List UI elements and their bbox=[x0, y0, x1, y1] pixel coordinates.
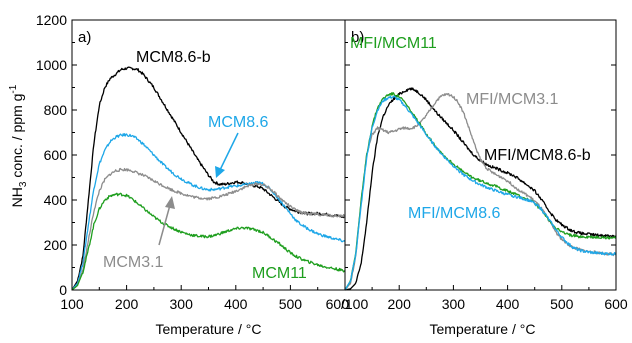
x-axis-label-a: Temperature / °C bbox=[156, 321, 262, 337]
y-axis-label-part-2: conc. / ppm g bbox=[9, 94, 25, 182]
y-tick-label: 200 bbox=[44, 237, 68, 253]
x-tick-label: 600 bbox=[604, 296, 628, 312]
annotation-mcm86b: MCM8.6-b bbox=[136, 49, 211, 66]
x-tick-label: 500 bbox=[279, 296, 303, 312]
series-group-b bbox=[344, 87, 617, 291]
arrow-mcm86 bbox=[215, 132, 239, 178]
y-tick-label: 600 bbox=[44, 147, 68, 163]
y-tick-label: 0 bbox=[59, 282, 67, 298]
panel-a-label: a) bbox=[78, 29, 91, 46]
panel-b-label: b) bbox=[351, 29, 364, 46]
y-tick-label: 400 bbox=[44, 192, 68, 208]
annotation-mcm11: MCM11 bbox=[252, 265, 307, 282]
y-tick-label: 1200 bbox=[36, 12, 67, 28]
x-tick-label: 200 bbox=[388, 296, 412, 312]
y-tick-label: 800 bbox=[44, 102, 68, 118]
x-tick-label: 400 bbox=[224, 296, 248, 312]
x-axis-label-b: Temperature / °C bbox=[430, 321, 536, 337]
x-tick-label: 300 bbox=[170, 296, 194, 312]
plot-layers bbox=[71, 66, 617, 291]
arrow-mcm31 bbox=[158, 196, 175, 246]
x-ticks-b: /100 200 300 400 500 600 bbox=[341, 285, 628, 312]
x-tick-label: 200 bbox=[115, 296, 139, 312]
y-axis-label-part-1: NH bbox=[9, 187, 25, 207]
y-ticks-b bbox=[345, 19, 616, 291]
annotation-mfi-mcm11: MFI/MCM11 bbox=[350, 35, 437, 52]
y-axis-label: NH3 conc. / ppm g-1 bbox=[8, 84, 29, 207]
annotation-mcm31: MCM3.1 bbox=[103, 254, 164, 271]
x-tick-label: /100 bbox=[341, 296, 368, 312]
x-tick-label: 600 bbox=[326, 296, 350, 312]
annotation-mfi-mcm31: MFI/MCM3.1 bbox=[466, 91, 559, 108]
x-tick-label: 500 bbox=[550, 296, 574, 312]
y-axis-label-sub: 3 bbox=[18, 181, 29, 187]
x-tick-label: 400 bbox=[496, 296, 520, 312]
annotation-mfi-mcm86: MFI/MCM8.6 bbox=[408, 205, 501, 222]
y-ticks-a: 0 200 400 600 800 1000 1200 bbox=[36, 12, 77, 298]
x-ticks-a: 100 200 300 400 500 600 bbox=[60, 285, 349, 312]
y-tick-label: 1000 bbox=[36, 57, 67, 73]
annotation-mcm86: MCM8.6 bbox=[208, 114, 269, 131]
x-tick-label: 100 bbox=[60, 296, 84, 312]
y-axis-label-sup: -1 bbox=[8, 84, 19, 93]
annotation-mfi-mcm86b: MFI/MCM8.6-b bbox=[484, 147, 591, 164]
series-line-mfi-mcm11 bbox=[344, 92, 617, 291]
series-line-mfi-mcm8-6 bbox=[344, 95, 617, 291]
series-line-mcm8-6 bbox=[71, 133, 346, 291]
series-line-mcm3-1 bbox=[71, 167, 346, 291]
series-line-mcm11 bbox=[71, 192, 346, 291]
x-tick-label: 300 bbox=[442, 296, 466, 312]
series-group-a bbox=[71, 66, 346, 291]
